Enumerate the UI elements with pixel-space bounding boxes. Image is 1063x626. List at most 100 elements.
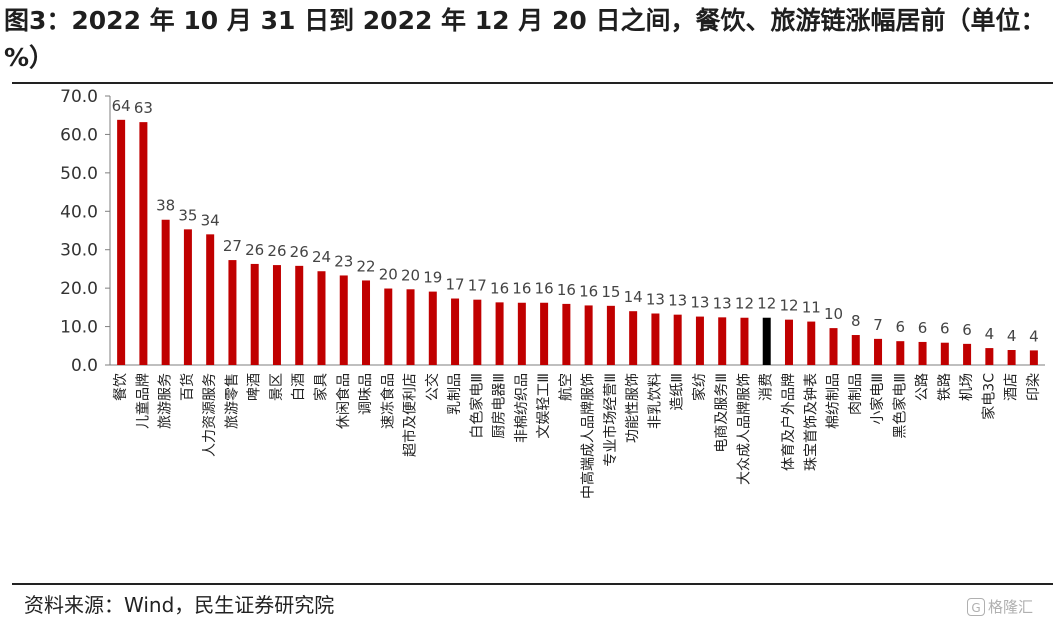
bar [339, 275, 348, 365]
data-label: 15 [601, 283, 620, 301]
bar [228, 260, 237, 365]
data-label: 63 [134, 99, 153, 117]
category-label: 速冻食品 [379, 373, 396, 429]
bar [117, 119, 126, 365]
data-label: 6 [896, 318, 906, 336]
bar [183, 229, 192, 365]
bar [1007, 350, 1016, 365]
bar [673, 314, 682, 365]
bar-chart: 0.010.020.030.040.050.060.070.0 64餐饮63儿童品… [60, 87, 1045, 499]
category-label: 家具 [312, 373, 329, 401]
data-label: 19 [423, 269, 442, 287]
category-label: 旅游服务 [158, 373, 174, 429]
watermark-logo: G 格隆汇 [967, 596, 1033, 618]
category-label: 白色家电Ⅲ [468, 373, 485, 439]
category-label: 休闲食品 [335, 373, 352, 429]
data-label: 13 [713, 294, 732, 312]
category-label: 旅游零售 [224, 373, 240, 429]
y-tick-label: 50.0 [60, 164, 98, 184]
category-label: 儿童品牌 [134, 373, 151, 429]
category-label: 家电3C [980, 373, 997, 420]
bar [250, 263, 259, 365]
category-label: 小家电Ⅲ [869, 373, 886, 425]
bar [829, 328, 838, 365]
data-label: 16 [512, 280, 531, 298]
data-label: 20 [379, 266, 398, 284]
bar [161, 219, 170, 365]
category-label: 文娱轻工Ⅲ [536, 373, 552, 439]
bar [428, 291, 437, 365]
data-label: 64 [112, 97, 131, 115]
data-label: 34 [201, 211, 220, 229]
y-tick-label: 10.0 [60, 318, 98, 338]
data-label: 23 [334, 252, 353, 270]
data-label: 16 [579, 282, 598, 300]
logo-icon: G [967, 598, 985, 616]
data-label: 27 [223, 237, 242, 255]
data-label: 4 [985, 325, 995, 343]
data-label: 7 [873, 316, 883, 334]
data-label: 26 [290, 243, 309, 261]
y-tick-label: 30.0 [60, 241, 98, 261]
category-label: 黑色家电Ⅲ [891, 373, 908, 439]
category-label: 印染 [1026, 373, 1042, 401]
bar [918, 341, 927, 365]
watermark-text: 格隆汇 [988, 598, 1034, 616]
data-label: 13 [668, 292, 687, 310]
category-label: 公交 [424, 373, 441, 401]
category-label: 体育及户外品牌 [780, 373, 797, 471]
bar [540, 302, 549, 365]
data-label: 13 [690, 294, 709, 312]
category-label: 珠宝首饰及钟表 [802, 373, 819, 471]
bar [406, 289, 415, 365]
bar [629, 311, 638, 365]
category-label: 肉制品 [848, 373, 864, 415]
data-label: 4 [1007, 327, 1017, 345]
bar [718, 317, 727, 365]
source-note: 资料来源：Wind，民生证券研究院 [24, 593, 335, 617]
data-label: 35 [178, 206, 197, 224]
category-label: 餐饮 [113, 373, 129, 401]
data-label: 20 [401, 266, 420, 284]
bar [651, 313, 660, 365]
category-label: 酒店 [1004, 373, 1020, 401]
bar [784, 319, 793, 365]
bar [963, 343, 972, 365]
data-label: 12 [735, 295, 754, 313]
bar [517, 302, 526, 365]
category-label: 非乳饮料 [647, 373, 663, 429]
category-label: 造纸Ⅲ [670, 373, 686, 411]
data-label: 6 [918, 319, 928, 337]
data-label: 16 [557, 281, 576, 299]
data-label: 24 [312, 248, 331, 266]
bar [295, 265, 304, 365]
category-label: 调味品 [358, 373, 374, 415]
data-label: 12 [779, 297, 798, 315]
data-label: 6 [962, 321, 972, 339]
bar [362, 280, 371, 365]
bar [851, 335, 860, 365]
bar [762, 317, 771, 365]
bar [451, 298, 460, 365]
bar [584, 305, 593, 365]
category-label: 铁路 [937, 373, 953, 401]
data-label: 38 [156, 197, 175, 215]
bar [139, 122, 148, 365]
category-label: 机场 [959, 373, 975, 401]
bar [807, 321, 816, 365]
category-label: 功能性服饰 [625, 373, 641, 443]
bar [606, 305, 615, 365]
bar [206, 234, 215, 365]
data-label: 14 [624, 288, 643, 306]
bar [473, 299, 482, 365]
category-label: 百货 [179, 373, 196, 401]
category-label: 超市及便利店 [402, 373, 419, 457]
data-label: 12 [757, 295, 776, 313]
bar [495, 302, 504, 365]
data-label: 11 [802, 299, 821, 317]
data-label: 16 [535, 280, 554, 298]
data-label: 4 [1029, 327, 1039, 345]
bar [1029, 350, 1038, 365]
category-label: 厨房电器Ⅲ [492, 373, 508, 439]
data-label: 13 [646, 291, 665, 309]
